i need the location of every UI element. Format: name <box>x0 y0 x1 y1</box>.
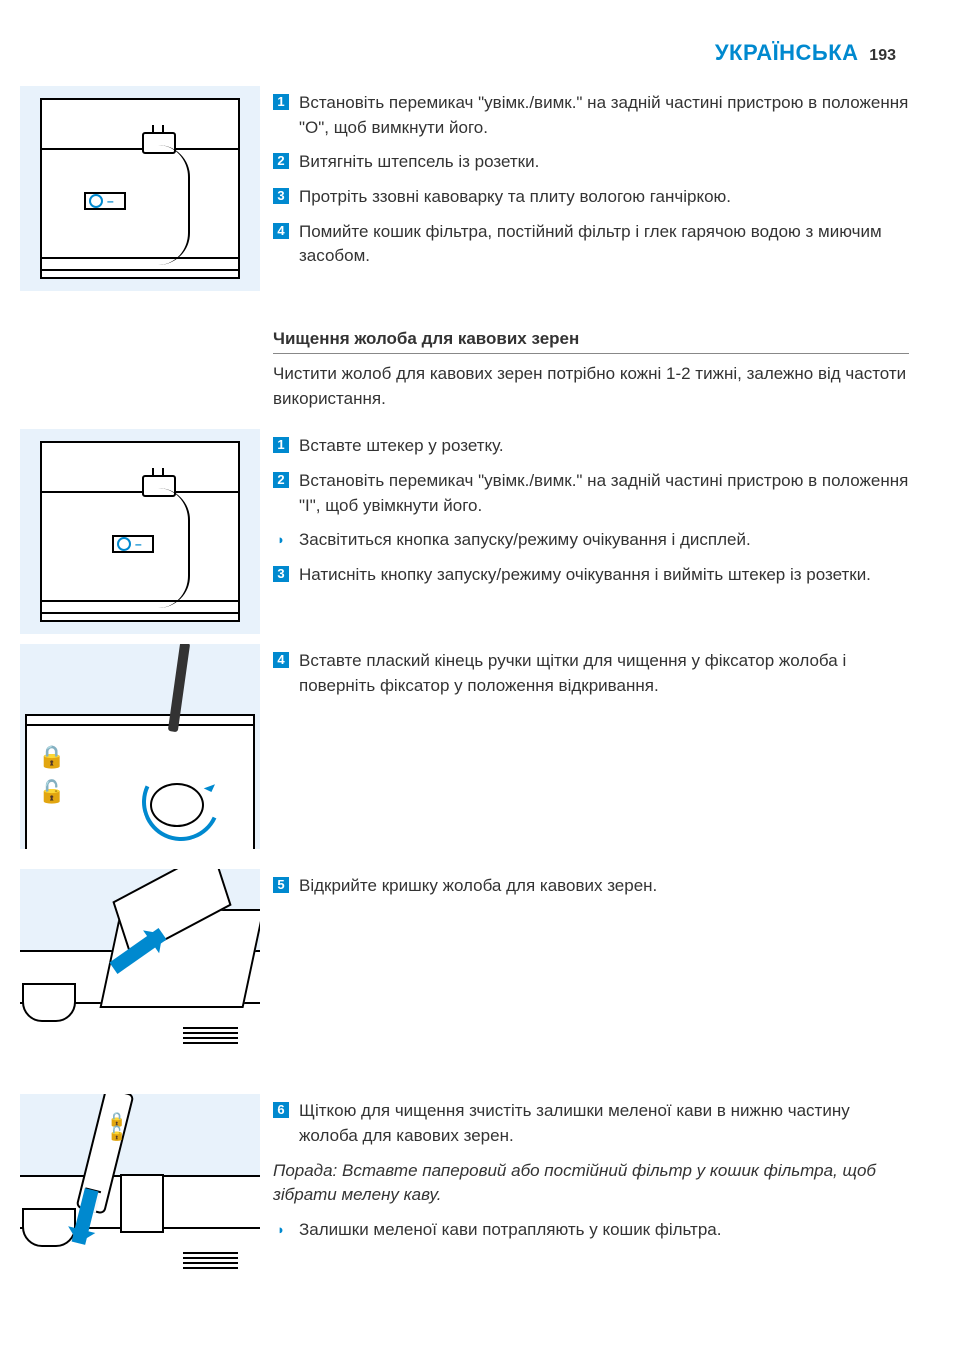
step-number: 4 <box>273 652 289 668</box>
step-item: 1 Встановіть перемикач "увімк./вимк." на… <box>273 91 909 140</box>
step-number: 1 <box>273 94 289 110</box>
step-item: 1 Вставте штекер у розетку. <box>273 434 909 459</box>
step-text: Встановіть перемикач "увімк./вимк." на з… <box>299 469 909 518</box>
step-text: Натисніть кнопку запуску/режиму очікуван… <box>299 563 909 588</box>
step-text: Щіткою для чищення зчистіть залишки меле… <box>299 1099 909 1148</box>
figure-power-off <box>20 86 260 291</box>
page-header: УКРАЇНСЬКА 193 <box>20 40 914 66</box>
step-item: 2 Витягніть штепсель із розетки. <box>273 150 909 175</box>
language-title: УКРАЇНСЬКА <box>715 40 859 65</box>
step-text: Протріть ззовні кавоварку та плиту волог… <box>299 185 909 210</box>
figure-power-on <box>20 429 260 634</box>
step-item: 2 Встановіть перемикач "увімк./вимк." на… <box>273 469 909 518</box>
note-item: ◗ Засвітиться кнопка запуску/режиму очік… <box>273 528 909 553</box>
step-item: 5 Відкрийте кришку жолоба для кавових зе… <box>273 874 909 899</box>
step-number: 1 <box>273 437 289 453</box>
step-number: 3 <box>273 566 289 582</box>
bullet-icon: ◗ <box>273 531 289 550</box>
figure-open-lid <box>20 869 260 1074</box>
tip-text: Порада: Вставте паперовий або постійний … <box>273 1159 909 1208</box>
step-item: 4 Вставте плаский кінець ручки щітки для… <box>273 649 909 698</box>
figure-brush-chute: 🔒🔓 <box>20 1094 260 1299</box>
step-item: 3 Протріть ззовні кавоварку та плиту вол… <box>273 185 909 210</box>
note-text: Залишки меленої кави потрапляють у кошик… <box>299 1218 909 1243</box>
step-item: 6 Щіткою для чищення зчистіть залишки ме… <box>273 1099 909 1148</box>
divider <box>273 353 909 354</box>
bullet-icon: ◗ <box>273 1221 289 1240</box>
note-text: Засвітиться кнопка запуску/режиму очікув… <box>299 528 909 553</box>
step-text: Вставте штекер у розетку. <box>299 434 909 459</box>
note-item: ◗ Залишки меленої кави потрапляють у кош… <box>273 1218 909 1243</box>
section-heading: Чищення жолоба для кавових зерен <box>273 329 909 349</box>
section-intro: Чистити жолоб для кавових зерен потрібно… <box>273 362 909 411</box>
step-text: Помийте кошик фільтра, постійний фільтр … <box>299 220 909 269</box>
step-item: 4 Помийте кошик фільтра, постійний фільт… <box>273 220 909 269</box>
step-number: 3 <box>273 188 289 204</box>
step-number: 5 <box>273 877 289 893</box>
step-number: 6 <box>273 1102 289 1118</box>
step-text: Відкрийте кришку жолоба для кавових зере… <box>299 874 909 899</box>
section-cleaning-steps: 1 Встановіть перемикач "увімк./вимк." на… <box>273 86 914 291</box>
step-text: Витягніть штепсель із розетки. <box>299 150 909 175</box>
step-item: 3 Натисніть кнопку запуску/режиму очікув… <box>273 563 909 588</box>
page-number: 193 <box>869 47 896 64</box>
step-number: 2 <box>273 472 289 488</box>
figure-unlock-chute: 🔒 🔓 <box>20 644 260 849</box>
step-number: 4 <box>273 223 289 239</box>
step-number: 2 <box>273 153 289 169</box>
step-text: Встановіть перемикач "увімк./вимк." на з… <box>299 91 909 140</box>
step-text: Вставте плаский кінець ручки щітки для ч… <box>299 649 909 698</box>
